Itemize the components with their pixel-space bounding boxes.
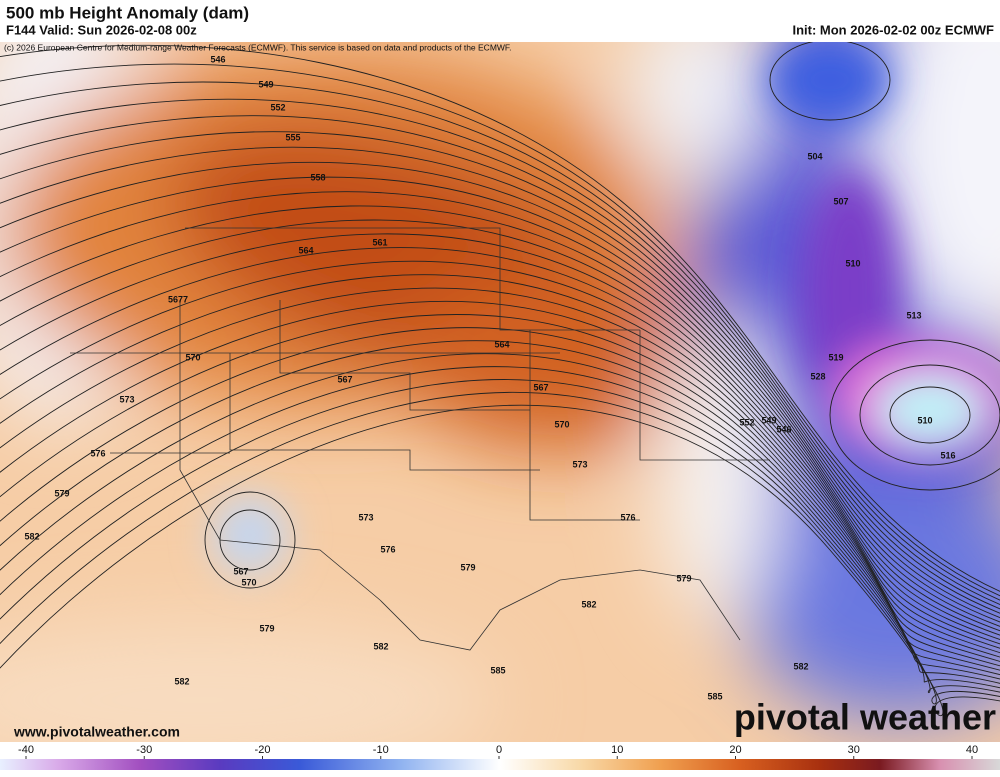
contour-line: [0, 392, 1000, 705]
contour-line: [0, 314, 1000, 671]
contour-label: 549: [761, 415, 776, 425]
contour-label: 579: [259, 623, 274, 633]
init-time: Init: Mon 2026-02-02 00z ECMWF: [792, 22, 994, 37]
contour-label: 549: [258, 79, 273, 89]
contour-line: [0, 191, 1000, 632]
contour-label: 558: [310, 172, 325, 182]
contour-label: 576: [90, 448, 105, 458]
contour-label: 555: [285, 132, 300, 142]
contour-label: 561: [372, 237, 387, 247]
contour-line: [0, 63, 1000, 597]
contour-line: [0, 260, 1000, 654]
contour-label: 573: [572, 459, 587, 469]
contour-label: 576: [620, 512, 635, 522]
contour-label: 552: [739, 417, 754, 427]
contour-loop: [829, 339, 1000, 491]
contour-label: 573: [358, 512, 373, 522]
contour-line: [0, 379, 1000, 694]
contour-line: [0, 300, 1000, 667]
contour-line: [0, 247, 1000, 649]
contour-label: 528: [810, 371, 825, 381]
contour-line: [0, 98, 1000, 605]
contour-loop: [769, 42, 891, 121]
contours: [0, 42, 1000, 717]
colorbar-label: 0: [496, 744, 502, 756]
borders: [70, 227, 770, 651]
contour-label: 582: [24, 531, 39, 541]
brand: pivotal weather: [734, 697, 996, 738]
contour-label: 519: [828, 352, 843, 362]
colorbar-label: 40: [966, 744, 978, 756]
contour-label: 5677: [168, 294, 188, 304]
colorbar-label: -40: [18, 744, 34, 756]
contour-label: 579: [460, 562, 475, 572]
contour-label: 582: [174, 676, 189, 686]
url: www.pivotalweather.com: [13, 724, 180, 740]
contour-label: 504: [807, 151, 822, 161]
contour-labels: 5465495525555585645615677570567564567570…: [24, 54, 955, 701]
contour-label: 579: [676, 573, 691, 583]
contour-label: 567: [337, 374, 352, 384]
valid-time: F144 Valid: Sun 2026-02-08 00z: [6, 22, 197, 37]
contour-line: [0, 287, 1000, 662]
credit: (c) 2026 European Centre for Medium-rang…: [4, 42, 512, 52]
contour-label: 564: [298, 245, 313, 255]
contour-label: 582: [793, 661, 808, 671]
contour-loop: [204, 491, 296, 589]
title: 500 mb Height Anomaly (dam): [6, 3, 249, 22]
contour-label: 507: [833, 196, 848, 206]
contour-label: 510: [917, 415, 932, 425]
contour-line: [0, 404, 1000, 717]
contour-line: [0, 131, 1000, 614]
colorbar-label: 10: [611, 744, 623, 756]
colorbar-label: 30: [848, 744, 860, 756]
contour-label: 552: [270, 102, 285, 112]
contour-label: 546: [776, 424, 791, 434]
contour-label: 579: [54, 488, 69, 498]
contour-label: 513: [906, 310, 921, 320]
contour-line: [0, 44, 1000, 592]
contour-label: 510: [845, 258, 860, 268]
contour-line: [0, 274, 1000, 658]
contour-label: 564: [494, 339, 509, 349]
contour-line: [0, 205, 1000, 636]
contour-loop: [889, 386, 971, 444]
contour-label: 582: [373, 641, 388, 651]
contour-label: 546: [210, 54, 225, 64]
contour-label: 576: [380, 544, 395, 554]
colorbar-label: -30: [136, 744, 152, 756]
contour-label: 570: [185, 352, 200, 362]
contour-line: [0, 219, 1000, 640]
contour-label: 516: [940, 450, 955, 460]
contour-label: 570: [554, 419, 569, 429]
contour-line: [0, 81, 1000, 601]
colorbar: [0, 759, 1000, 770]
contour-line: [0, 327, 1000, 676]
contour-line: [0, 233, 1000, 645]
contour-line: [0, 115, 1000, 610]
colorbar-ticks: -40 -30 -20 -10 0 10 20 30 40: [18, 744, 978, 759]
contour-label: 585: [490, 665, 505, 675]
colorbar-label: -20: [255, 744, 271, 756]
contour-label: 567: [233, 566, 248, 576]
contour-line: [0, 366, 1000, 689]
contour-label: 582: [581, 599, 596, 609]
contour-label: 570: [241, 577, 256, 587]
contour-label: 567: [533, 382, 548, 392]
contour-line: [0, 161, 1000, 623]
colorbar-label: 20: [729, 744, 741, 756]
contour-label: 573: [119, 394, 134, 404]
contour-line: [0, 176, 1000, 627]
contour-label: 585: [707, 691, 722, 701]
colorbar-label: -10: [373, 744, 389, 756]
contour-loop: [859, 364, 1000, 466]
contour-line: [0, 146, 1000, 619]
